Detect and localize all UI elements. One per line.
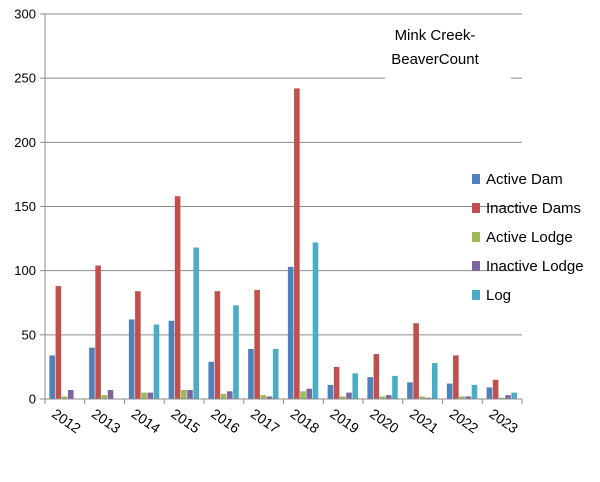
- bar-log-2023: [511, 392, 518, 399]
- bar-inactive-dams-2021: [413, 323, 419, 399]
- legend-label: Inactive Lodge: [486, 258, 584, 275]
- bar-inactive-lodge-2019: [346, 392, 352, 399]
- bar-active-dam-2013: [89, 347, 95, 399]
- bar-log-2015: [193, 247, 200, 399]
- y-tick-label: 300: [14, 7, 36, 22]
- bars: [49, 88, 518, 400]
- x-tick-label: 2020: [367, 405, 402, 436]
- bar-active-lodge-2015: [181, 390, 187, 399]
- title-background: [385, 18, 511, 80]
- y-tick-label: 150: [14, 199, 36, 214]
- bar-inactive-lodge-2023: [505, 395, 511, 399]
- chart-title-line-1: Mink Creek-: [395, 27, 476, 44]
- bar-active-dam-2018: [287, 266, 294, 399]
- bar-inactive-dams-2022: [453, 355, 459, 399]
- x-tick-label: 2014: [129, 405, 164, 436]
- bar-active-lodge-2020: [379, 396, 386, 399]
- bar-active-lodge-2022: [459, 396, 465, 399]
- bar-active-dam-2021: [407, 382, 413, 399]
- bar-active-lodge-2019: [340, 396, 346, 399]
- bar-log-2022: [471, 384, 478, 399]
- x-tick-label: 2023: [486, 405, 521, 436]
- legend-swatch-log: [472, 290, 480, 300]
- legend-swatch-active-dam: [472, 174, 480, 184]
- bar-inactive-lodge-2017: [266, 396, 273, 399]
- bar-active-dam-2012: [49, 355, 55, 399]
- x-tick-labels: 2012 2013 2014 2015 2016 2017 2018 2019 2020 2021…: [49, 405, 521, 436]
- legend-label: Active Dam: [486, 171, 563, 188]
- bar-log-2014: [153, 324, 160, 399]
- y-tick-label: 200: [14, 135, 36, 150]
- x-tick-label: 2016: [208, 405, 243, 436]
- bar-inactive-dams-2014: [135, 291, 141, 399]
- x-tick-label: 2013: [89, 405, 124, 436]
- y-tick-label: 100: [14, 263, 36, 278]
- bar-inactive-dams-2016: [214, 291, 221, 399]
- bar-inactive-lodge-2014: [147, 392, 154, 399]
- bar-inactive-lodge-2016: [226, 391, 233, 399]
- bar-inactive-dams-2017: [254, 289, 260, 399]
- bar-active-lodge-2016: [220, 393, 227, 399]
- legend-label: Log: [486, 287, 511, 304]
- chart-title: Mink Creek- BeaverCount: [385, 18, 511, 80]
- x-tick-label: 2019: [327, 405, 362, 436]
- bar-active-lodge-2013: [101, 395, 108, 399]
- y-tick-label: 250: [14, 71, 36, 86]
- x-tick-label: 2015: [168, 405, 203, 436]
- bar-active-lodge-2017: [260, 395, 267, 399]
- bar-active-lodge-2012: [61, 396, 68, 399]
- bar-inactive-dams-2023: [492, 379, 499, 399]
- bar-active-lodge-2014: [141, 392, 147, 399]
- legend-label: Active Lodge: [486, 229, 573, 246]
- bar-inactive-lodge-2021: [425, 397, 432, 399]
- bar-inactive-dams-2018: [294, 88, 300, 400]
- bar-log-2017: [272, 348, 279, 399]
- bar-inactive-lodge-2012: [67, 390, 74, 399]
- bar-inactive-lodge-2020: [385, 395, 392, 399]
- legend-swatch-inactive-lodge: [472, 261, 480, 271]
- bar-inactive-dams-2012: [55, 286, 62, 399]
- y-tick-label: 50: [22, 327, 36, 342]
- bar-inactive-dams-2015: [174, 196, 181, 399]
- bar-active-dam-2022: [446, 383, 453, 399]
- legend-label: Inactive Dams: [486, 200, 581, 217]
- x-tick-label: 2018: [288, 405, 323, 436]
- bar-active-dam-2020: [367, 377, 373, 399]
- bar-active-lodge-2023: [499, 397, 505, 399]
- y-tick-label: 0: [29, 392, 36, 407]
- bar-active-dam-2017: [248, 348, 254, 399]
- bar-log-2018: [312, 242, 319, 399]
- legend-swatch-active-lodge: [472, 232, 480, 242]
- bar-active-lodge-2018: [300, 391, 306, 399]
- bar-active-dam-2014: [128, 319, 135, 399]
- bar-active-dam-2015: [168, 320, 175, 399]
- chart-title-line-2: BeaverCount: [391, 51, 479, 68]
- legend-swatch-inactive-dams: [472, 203, 480, 213]
- bar-log-2021: [431, 363, 438, 399]
- bar-log-2016: [233, 305, 239, 399]
- x-tick-label: 2022: [447, 405, 482, 436]
- bar-log-2019: [352, 373, 359, 399]
- bar-inactive-lodge-2018: [306, 388, 313, 399]
- bar-inactive-dams-2020: [373, 354, 380, 399]
- bar-active-dam-2016: [208, 361, 214, 399]
- bar-log-2020: [392, 375, 398, 399]
- x-tick-label: 2021: [407, 405, 442, 436]
- bar-inactive-lodge-2015: [187, 390, 193, 399]
- bar-active-dam-2023: [486, 387, 493, 399]
- bar-inactive-dams-2013: [95, 265, 101, 399]
- y-tick-labels: 0 50 100 150 200 250 300: [14, 7, 36, 407]
- bar-inactive-lodge-2013: [107, 390, 114, 399]
- bar-inactive-dams-2019: [333, 366, 340, 399]
- x-tick-label: 2017: [248, 405, 283, 436]
- x-tick-label: 2012: [49, 405, 84, 436]
- bar-active-lodge-2021: [419, 396, 426, 399]
- gridlines: [45, 13, 522, 336]
- bar-active-dam-2019: [327, 384, 334, 399]
- bar-inactive-lodge-2022: [465, 396, 472, 399]
- axes: [40, 13, 523, 404]
- legend: Active Dam Inactive Dams Active Lodge Inact…: [472, 171, 584, 304]
